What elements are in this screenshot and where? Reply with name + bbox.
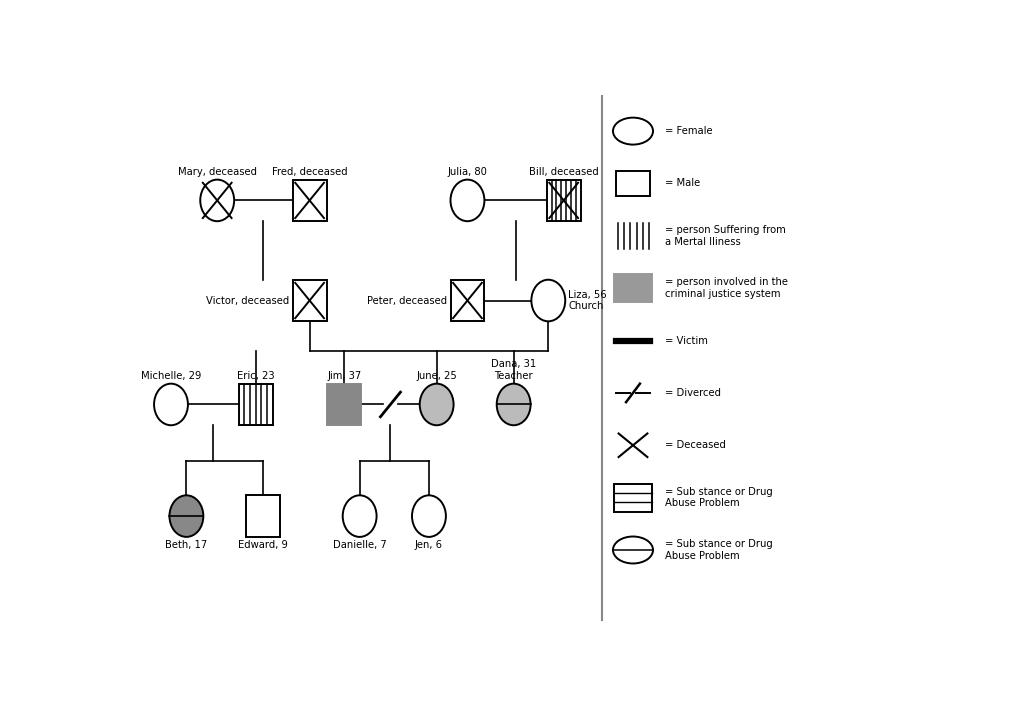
Text: = Diverced: = Diverced bbox=[665, 388, 721, 398]
Bar bbox=[613, 274, 653, 302]
Text: Edward, 9: Edward, 9 bbox=[238, 540, 289, 550]
Text: Victor, deceased: Victor, deceased bbox=[206, 296, 290, 306]
Bar bbox=[239, 383, 272, 426]
Bar bbox=[616, 171, 650, 196]
Text: = Male: = Male bbox=[665, 178, 700, 188]
Text: Peter, deceased: Peter, deceased bbox=[367, 296, 447, 306]
Text: Bill, deceased: Bill, deceased bbox=[529, 166, 598, 176]
Ellipse shape bbox=[412, 496, 446, 537]
Text: = person involved in the
criminal justice system: = person involved in the criminal justic… bbox=[665, 278, 788, 299]
Ellipse shape bbox=[420, 383, 454, 426]
Text: Eric, 23: Eric, 23 bbox=[237, 371, 274, 381]
Ellipse shape bbox=[532, 280, 565, 321]
Ellipse shape bbox=[450, 180, 484, 221]
Ellipse shape bbox=[496, 383, 531, 426]
Bar bbox=[293, 280, 327, 321]
Text: = Female: = Female bbox=[665, 126, 713, 136]
Text: Fred, deceased: Fred, deceased bbox=[271, 166, 347, 176]
Bar bbox=[613, 483, 653, 512]
Bar bbox=[327, 383, 361, 426]
Ellipse shape bbox=[343, 496, 376, 537]
Text: Liza, 56
Church: Liza, 56 Church bbox=[568, 290, 607, 311]
Text: Jim, 37: Jim, 37 bbox=[327, 371, 361, 381]
Ellipse shape bbox=[200, 180, 234, 221]
Text: Michelle, 29: Michelle, 29 bbox=[141, 371, 201, 381]
Ellipse shape bbox=[170, 496, 204, 537]
Text: Julia, 80: Julia, 80 bbox=[448, 166, 487, 176]
Text: Beth, 17: Beth, 17 bbox=[165, 540, 208, 550]
Bar bbox=[293, 180, 327, 221]
Ellipse shape bbox=[613, 118, 653, 144]
Text: = Sub stance or Drug
Abuse Problem: = Sub stance or Drug Abuse Problem bbox=[665, 487, 773, 508]
Ellipse shape bbox=[613, 536, 653, 563]
Text: = Deceased: = Deceased bbox=[665, 441, 726, 451]
Text: = person Suffering from
a Mertal Iliness: = person Suffering from a Mertal Iliness bbox=[665, 225, 786, 246]
Text: Jen, 6: Jen, 6 bbox=[415, 540, 443, 550]
Bar bbox=[450, 280, 484, 321]
Text: = Sub stance or Drug
Abuse Problem: = Sub stance or Drug Abuse Problem bbox=[665, 539, 773, 560]
Bar bbox=[246, 496, 281, 537]
Text: Mary, deceased: Mary, deceased bbox=[178, 166, 256, 176]
Text: Dana, 31
Teacher: Dana, 31 Teacher bbox=[491, 359, 536, 381]
Bar bbox=[547, 180, 580, 221]
Text: Danielle, 7: Danielle, 7 bbox=[333, 540, 386, 550]
Text: June, 25: June, 25 bbox=[417, 371, 457, 381]
Text: = Victim: = Victim bbox=[665, 336, 708, 346]
Ellipse shape bbox=[154, 383, 188, 426]
